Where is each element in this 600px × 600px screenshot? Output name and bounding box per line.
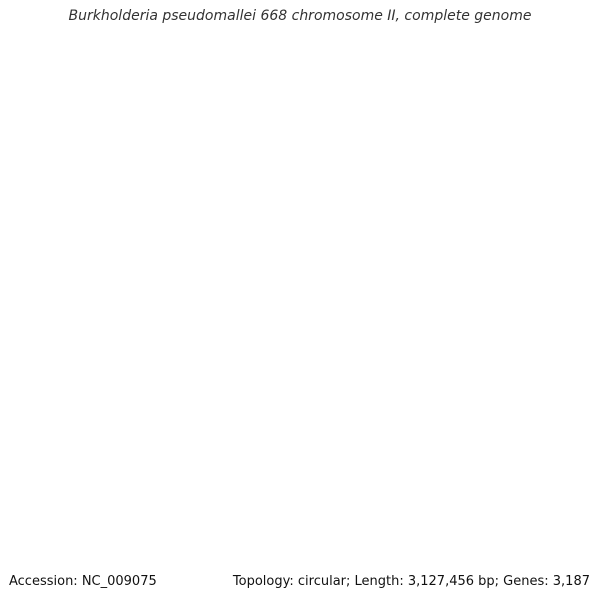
accession-text: Accession: NC_009075: [9, 574, 157, 589]
map-title: Burkholderia pseudomallei 668 chromosome…: [0, 8, 600, 24]
genome-summary-text: Topology: circular; Length: 3,127,456 bp…: [232, 574, 590, 589]
